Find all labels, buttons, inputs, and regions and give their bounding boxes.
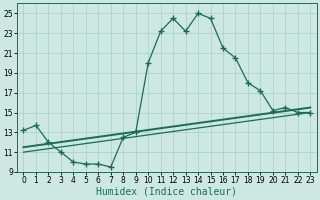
X-axis label: Humidex (Indice chaleur): Humidex (Indice chaleur)	[96, 187, 237, 197]
